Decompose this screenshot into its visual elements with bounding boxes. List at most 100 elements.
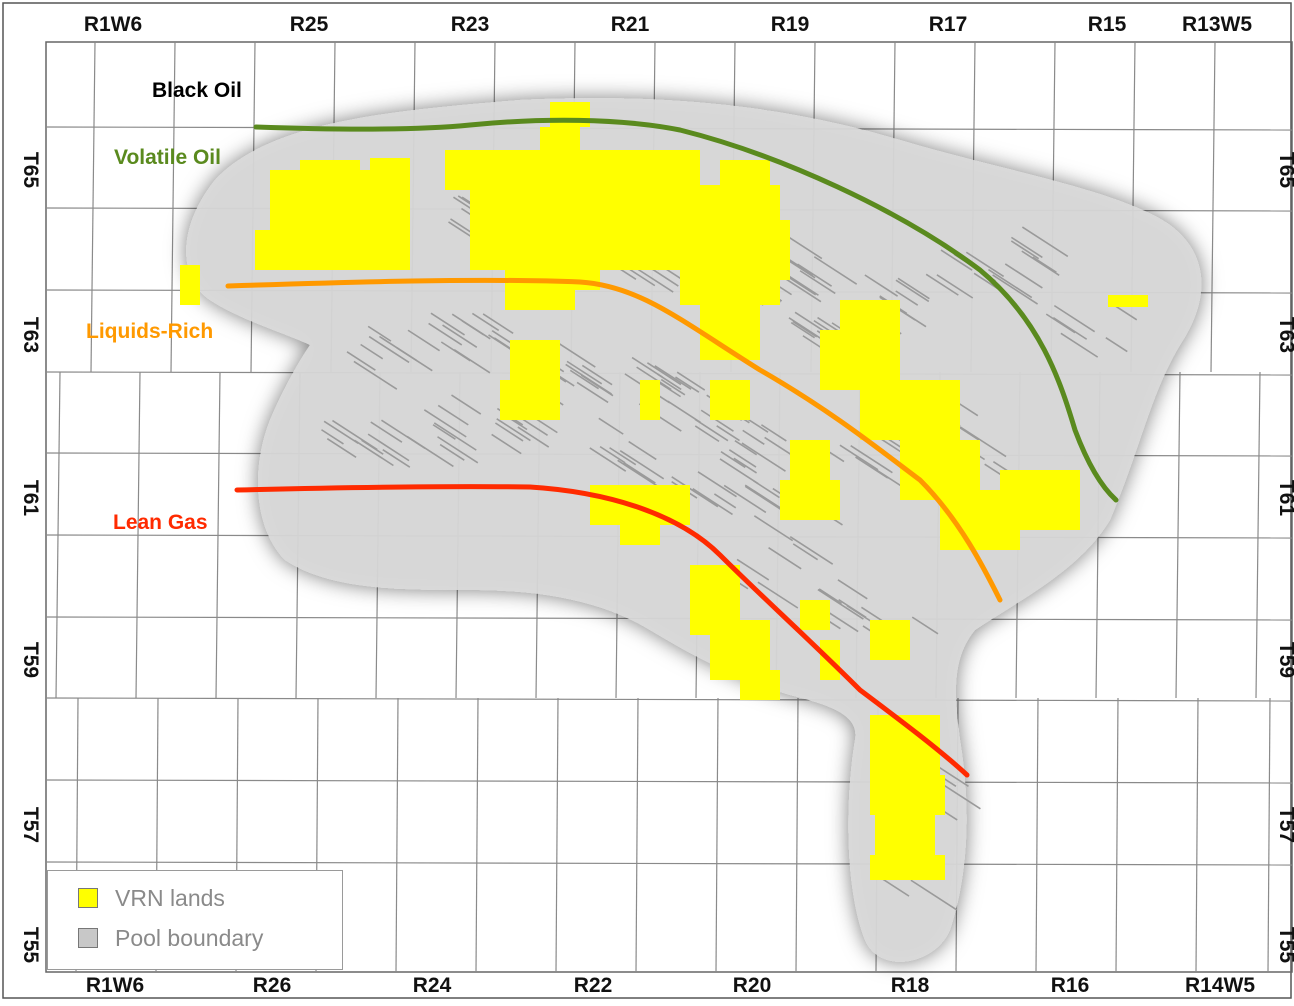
township-label-right: T55 — [1275, 927, 1294, 964]
well-trajectory — [1021, 226, 1069, 258]
range-label-top: R13W5 — [1182, 13, 1252, 36]
well-trajectory — [753, 480, 780, 499]
range-label-top: R25 — [290, 13, 329, 36]
vrn-parcel — [255, 230, 285, 270]
well-trajectory — [555, 340, 596, 368]
township-label-right: T59 — [1275, 642, 1294, 678]
grid-line — [1195, 697, 1199, 973]
well-trajectory — [1021, 250, 1060, 276]
township-label-right: T61 — [1275, 480, 1294, 517]
township-labels-right: T65 T63 T61 T59 T57 T55 — [1275, 152, 1294, 964]
well-trajectory — [496, 418, 531, 442]
well-trajectory — [792, 543, 819, 561]
well-trajectory — [742, 429, 765, 446]
liquids-rich-label: Liquids-Rich — [86, 320, 213, 343]
well-trajectory — [437, 436, 479, 464]
legend-label-pool-boundary: Pool boundary — [115, 924, 264, 951]
well-trajectory — [494, 422, 524, 442]
township-label-left: T65 — [19, 152, 42, 189]
vrn-parcel — [445, 150, 475, 190]
well-trajectory — [667, 400, 701, 424]
well-trajectory — [654, 365, 692, 390]
well-trajectory — [1045, 313, 1076, 334]
volatile-oil-label: Volatile Oil — [114, 146, 221, 169]
volatile-oil-boundary-line — [253, 117, 1119, 503]
well-trajectory — [768, 547, 802, 570]
well-trajectory — [1052, 317, 1088, 340]
range-label-bottom: R14W5 — [1185, 974, 1255, 997]
vrn-parcel — [740, 670, 780, 700]
lean-gas-label: Lean Gas — [113, 511, 208, 534]
range-label-bottom: R24 — [413, 974, 452, 997]
well-trajectory — [451, 394, 482, 415]
range-label-bottom: R18 — [891, 974, 930, 997]
well-trajectory — [1032, 256, 1057, 274]
well-trajectory — [482, 313, 514, 335]
vrn-parcel — [1108, 295, 1148, 307]
range-label-bottom: R20 — [733, 974, 772, 997]
well-trajectory — [965, 251, 1005, 278]
well-trajectory — [940, 249, 973, 271]
township-label-left: T59 — [19, 642, 42, 678]
township-labels-left: T65 T63 T61 T59 T57 T55 — [19, 152, 42, 964]
vrn-lands-swatch — [78, 888, 98, 908]
well-trajectory — [799, 270, 836, 295]
well-trajectory — [839, 444, 879, 471]
black-oil-label: Black Oil — [152, 79, 242, 102]
pool-boundary-swatch — [78, 928, 98, 948]
well-trajectory — [382, 449, 411, 468]
well-trajectory — [864, 274, 899, 297]
well-trajectory — [442, 324, 478, 348]
well-trajectory — [631, 356, 663, 378]
well-trajectory — [581, 364, 613, 386]
vrn-parcel — [870, 855, 945, 880]
well-trajectory — [1010, 236, 1043, 259]
grid-line — [715, 697, 719, 973]
legend-item-pool-boundary: Pool boundary — [78, 923, 263, 953]
well-trajectory — [973, 272, 998, 290]
well-trajectory — [925, 273, 959, 296]
range-label-top: R1W6 — [84, 13, 142, 36]
well-trajectory — [598, 417, 624, 435]
vrn-parcel — [470, 150, 700, 270]
grid-line — [215, 371, 221, 699]
well-trajectory — [1010, 240, 1040, 260]
well-trajectory — [565, 363, 612, 395]
well-trajectory — [790, 321, 816, 339]
range-label-top: R17 — [929, 13, 968, 36]
vrn-parcel — [870, 775, 945, 815]
well-trajectory — [517, 426, 550, 448]
well-trajectory — [353, 360, 398, 390]
well-trajectory — [370, 421, 403, 443]
well-trajectory — [716, 425, 740, 442]
well-trajectory — [491, 433, 522, 455]
vrn-parcel — [720, 160, 770, 200]
well-trajectory — [818, 588, 843, 605]
range-label-bottom: R26 — [253, 974, 292, 997]
well-trajectory — [911, 616, 939, 635]
well-trajectory — [566, 360, 603, 385]
grid-line — [45, 779, 1293, 784]
well-trajectory — [326, 438, 357, 459]
well-trajectory — [692, 488, 733, 516]
vrn-parcel — [760, 220, 790, 280]
well-trajectory — [323, 420, 359, 445]
well-trajectory — [895, 290, 919, 306]
grid-line — [1267, 697, 1271, 973]
well-trajectory — [430, 312, 465, 336]
vrn-parcel — [300, 160, 360, 180]
vrn-parcel — [550, 102, 590, 127]
well-trajectory — [881, 878, 910, 897]
vrn-parcel — [640, 380, 660, 420]
vrn-parcel — [370, 158, 410, 178]
grid-line — [1035, 697, 1039, 973]
well-trajectory — [700, 409, 734, 432]
well-trajectory — [379, 335, 418, 362]
well-trajectory — [321, 429, 344, 445]
well-trajectory — [733, 457, 758, 474]
well-trajectory — [792, 320, 818, 338]
well-trajectory — [623, 462, 656, 484]
liquids-rich-boundary-line — [225, 277, 1003, 603]
